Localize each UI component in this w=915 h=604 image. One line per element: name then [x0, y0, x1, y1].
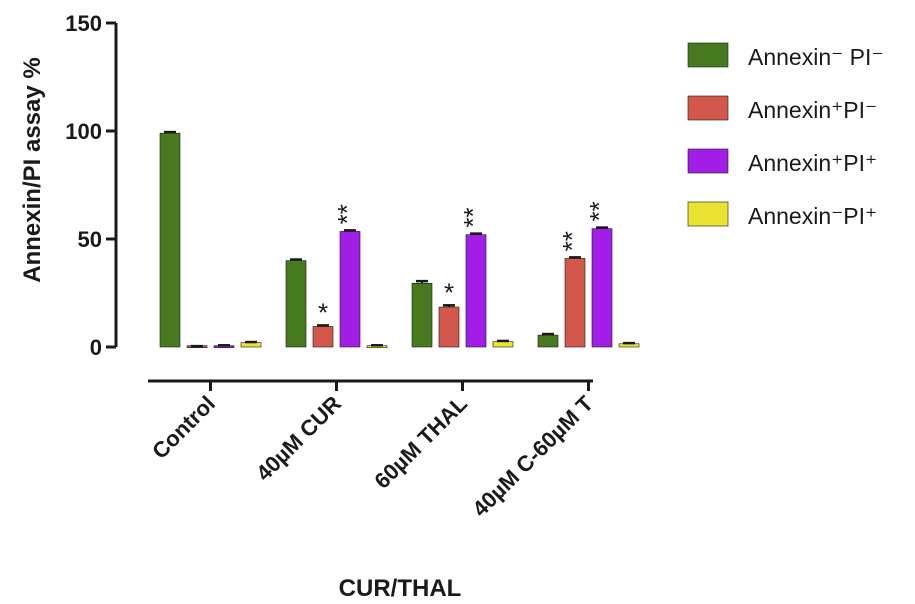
bar — [312, 326, 334, 348]
significance-label: * — [318, 297, 328, 327]
significance-label: ** — [458, 207, 488, 227]
bar — [285, 260, 307, 348]
x-axis-title: CUR/THAL — [339, 575, 462, 602]
y-axis: 0 50 100 150 — [65, 11, 118, 360]
y-tick-label: 0 — [90, 335, 102, 360]
significance-label: ** — [332, 204, 362, 224]
bar — [465, 234, 487, 348]
legend: Annexin⁻ PI⁻ Annexin⁺PI⁻ Annexin⁺PI⁺ Annexi… — [687, 42, 884, 229]
significance-label: * — [444, 277, 454, 307]
significance-label: ** — [557, 231, 587, 251]
y-axis-title: Annexin/PI assay % — [19, 57, 46, 282]
bar — [438, 306, 460, 348]
legend-label: Annexin⁻ PI⁻ — [748, 44, 884, 70]
bar — [537, 334, 559, 348]
bars: ****** ** ** — [159, 130, 640, 349]
significance-label: ** — [584, 201, 614, 221]
legend-label: Annexin⁺PI⁺ — [748, 150, 877, 176]
bar — [339, 231, 361, 348]
x-tick-label: Control — [147, 391, 220, 464]
bar — [492, 341, 514, 348]
x-tick-label: 40µM C-60µM T — [467, 390, 598, 521]
legend-swatch — [687, 95, 729, 121]
legend-label: Annexin⁻PI⁺ — [748, 203, 877, 229]
legend-label: Annexin⁺PI⁻ — [748, 97, 877, 123]
legend-swatch — [687, 201, 729, 227]
bar — [159, 132, 181, 348]
y-tick-label: 50 — [78, 227, 102, 252]
y-tick-label: 100 — [65, 119, 102, 144]
legend-swatch — [687, 148, 729, 174]
bar — [564, 258, 586, 348]
legend-swatch — [687, 42, 729, 68]
x-tick-label: 40µM CUR — [251, 391, 346, 486]
x-tick-label: 60µM THAL — [369, 391, 472, 494]
bar — [591, 228, 613, 348]
bar — [240, 342, 262, 348]
y-tick-label: 150 — [65, 11, 102, 36]
bar — [411, 282, 433, 348]
